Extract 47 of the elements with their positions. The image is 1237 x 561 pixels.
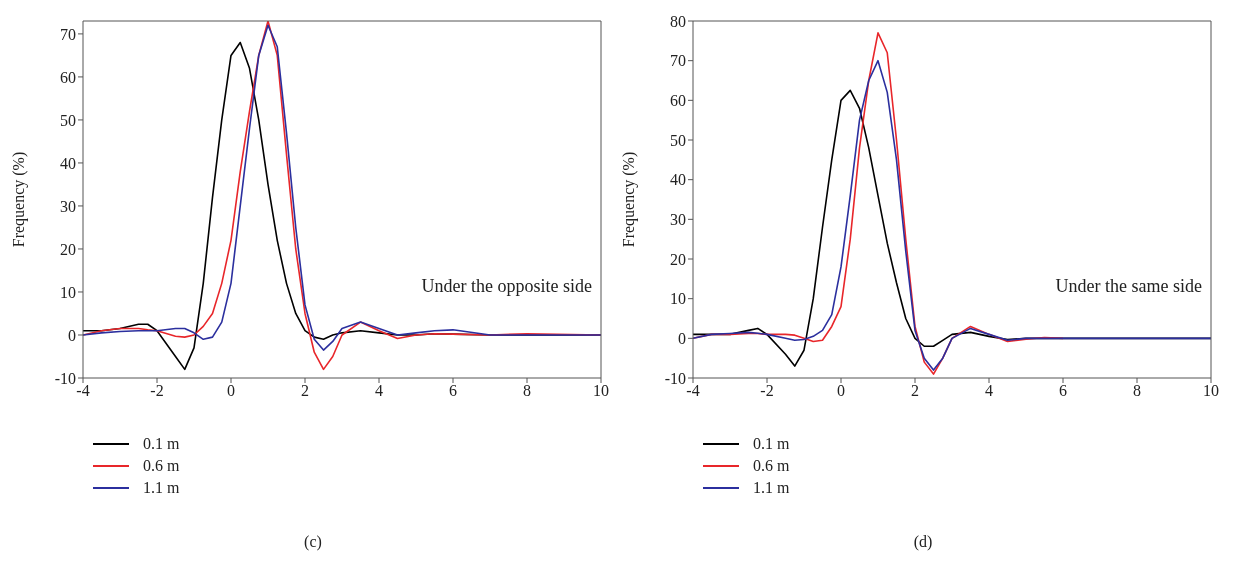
y-tick-label: 10 (60, 283, 76, 301)
legend-label: 1.1 m (753, 479, 790, 497)
x-tick-label: -2 (150, 382, 164, 400)
x-tick-label: 6 (449, 382, 457, 400)
x-tick-label: 4 (375, 382, 383, 400)
x-tick-label: -4 (76, 382, 90, 400)
y-tick-label: 60 (670, 92, 686, 110)
x-tick-label: 2 (911, 382, 919, 400)
annotation: Under the same side (1055, 276, 1202, 297)
legend-label: 0.6 m (753, 457, 790, 475)
y-tick-label: 30 (60, 197, 76, 215)
x-tick-label: -4 (686, 382, 700, 400)
legend-label: 1.1 m (143, 479, 180, 497)
y-tick-label: 80 (670, 12, 686, 30)
y-tick-label: 0 (68, 326, 76, 344)
y-tick-label: 50 (60, 111, 76, 129)
y-tick-label: 30 (670, 211, 686, 229)
x-tick-label: 0 (837, 382, 845, 400)
y-tick-label: 70 (670, 52, 686, 70)
y-tick-label: 50 (670, 131, 686, 149)
y-tick-label: 40 (60, 154, 76, 172)
y-tick-label: 10 (670, 290, 686, 308)
x-tick-label: 2 (301, 382, 309, 400)
y-axis-title: Frequency (%) (619, 151, 638, 248)
y-tick-label: 60 (60, 68, 76, 86)
y-tick-label: -10 (664, 369, 686, 387)
y-tick-label: 20 (670, 250, 686, 268)
x-tick-label: 4 (985, 382, 993, 400)
y-tick-label: -10 (54, 369, 76, 387)
legend-label: 0.1 m (753, 435, 790, 453)
x-tick-label: 10 (1203, 382, 1219, 400)
y-tick-label: 20 (60, 240, 76, 258)
annotation: Under the opposite side (421, 276, 592, 297)
x-tick-label: 0 (227, 382, 235, 400)
x-tick-label: 6 (1059, 382, 1067, 400)
y-tick-label: 0 (678, 330, 686, 348)
y-tick-label: 70 (60, 25, 76, 43)
y-axis-title: Frequency (%) (9, 151, 28, 248)
x-tick-label: 8 (523, 382, 531, 400)
text: (d) (912, 533, 934, 551)
legend-label: 0.1 m (143, 435, 180, 453)
y-tick-label: 40 (670, 171, 686, 189)
text: (c) (303, 533, 323, 551)
x-tick-label: -2 (760, 382, 774, 400)
legend-label: 0.6 m (143, 457, 180, 475)
x-tick-label: 8 (1133, 382, 1141, 400)
x-tick-label: 10 (593, 382, 609, 400)
